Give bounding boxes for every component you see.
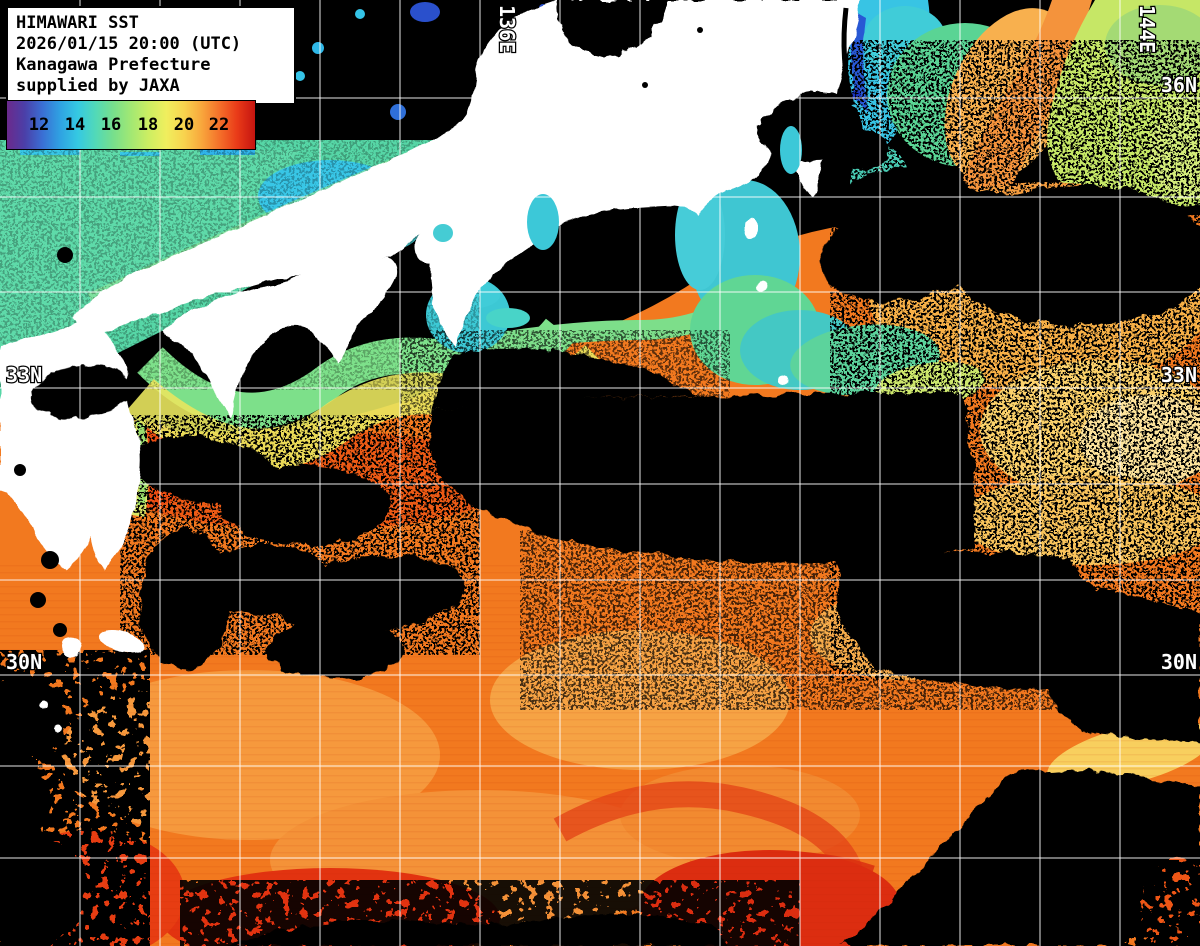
colorbar-tick: 12 xyxy=(28,115,50,135)
longitude-label: 136E xyxy=(495,5,519,53)
osaka-bay-water xyxy=(433,224,453,242)
colorbar-tick: 16 xyxy=(100,115,122,135)
sst-colorbar: 12 14 16 18 20 22 xyxy=(6,100,256,150)
colorbar-tick: 22 xyxy=(208,115,230,135)
colorbar-tick: 18 xyxy=(137,115,159,135)
land-awaji-island xyxy=(415,231,439,265)
latitude-label-right: 33N xyxy=(1161,363,1197,387)
overland-features xyxy=(14,0,1200,946)
land-honshu xyxy=(74,0,862,347)
colorbar-tick: 20 xyxy=(173,115,195,135)
info-box: HIMAWARI SST 2026/01/15 20:00 (UTC) Kana… xyxy=(6,6,296,105)
land-miyakejima-island xyxy=(756,282,766,292)
land-islet xyxy=(38,701,46,709)
latitude-label-left: 30N xyxy=(6,650,42,674)
timestamp: 2026/01/15 20:00 (UTC) xyxy=(16,34,242,54)
land-yakushima-island xyxy=(61,635,83,657)
land-hachijojima-island xyxy=(778,375,788,385)
region-name: Kanagawa Prefecture xyxy=(16,55,211,75)
credit: supplied by JAXA xyxy=(16,76,180,96)
product-title: HIMAWARI SST xyxy=(16,13,139,33)
latitude-label-right: 30N xyxy=(1161,650,1197,674)
land-islet xyxy=(54,725,62,733)
colorbar-tick: 14 xyxy=(64,115,86,135)
tokyo-bay-water xyxy=(780,126,802,174)
land-tanegashima-island xyxy=(96,630,144,652)
latitude-label-left: 33N xyxy=(6,363,42,387)
ise-bay-water xyxy=(527,194,559,250)
land-shikoku xyxy=(163,258,398,418)
land-islet xyxy=(296,283,304,291)
latitude-label-right: 36N xyxy=(1161,73,1197,97)
land-izu-oshima-island xyxy=(745,219,759,237)
longitude-label: 144E xyxy=(1135,5,1159,53)
land-islet xyxy=(336,276,344,284)
